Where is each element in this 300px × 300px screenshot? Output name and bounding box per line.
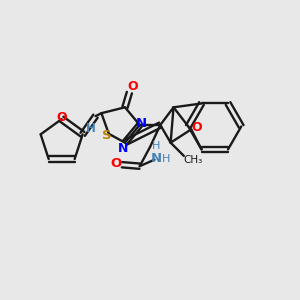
Text: N: N <box>150 152 161 165</box>
Text: O: O <box>56 111 67 124</box>
Text: N: N <box>118 142 129 155</box>
Text: S: S <box>103 129 112 142</box>
Text: H: H <box>86 122 96 135</box>
Text: H: H <box>162 154 170 164</box>
Text: O: O <box>110 157 121 170</box>
Text: N: N <box>136 117 147 130</box>
Text: O: O <box>127 80 138 93</box>
Text: CH₃: CH₃ <box>183 155 202 165</box>
Text: H: H <box>152 141 160 151</box>
Text: O: O <box>191 122 202 134</box>
